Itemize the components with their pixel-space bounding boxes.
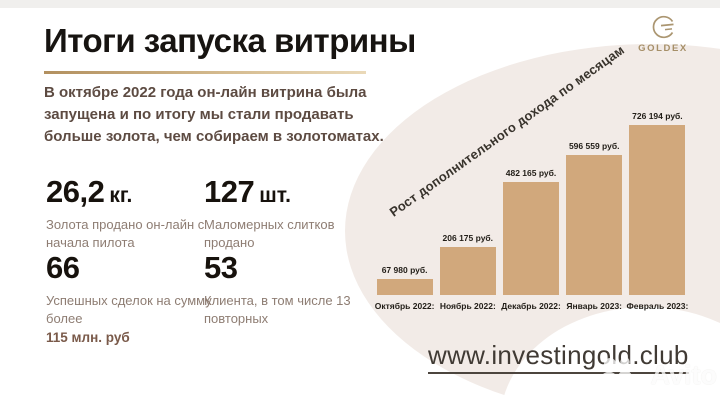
bar-column: 596 559 руб. — [563, 125, 626, 295]
category-label: Декабрь 2022: — [501, 301, 561, 311]
avito-watermark: Avito — [597, 354, 718, 397]
website-link[interactable]: www.investingold.club — [428, 340, 689, 374]
category-label: Январь 2023: — [566, 301, 623, 311]
stat-label: Маломерных слитков продано — [204, 217, 335, 250]
bar-column: 726 194 руб. — [626, 111, 689, 295]
goldex-logo-icon — [628, 12, 698, 42]
stat-bars-sold: 127 шт. Маломерных слитков продано — [204, 174, 380, 252]
gold-divider — [44, 71, 366, 74]
bar: 206 175 руб. — [439, 233, 496, 295]
bar-value-label: 67 980 руб. — [381, 265, 428, 275]
stat-number: 66 — [46, 250, 80, 285]
stat-label: Золота продано он-лайн с начала пилота — [46, 217, 205, 250]
watermark-text: Avito — [650, 360, 718, 390]
category-axis: Октябрь 2022: Ноябрь 2022: Декабрь 2022: Ян… — [373, 301, 689, 311]
bar-value-label: 482 165 руб. — [505, 168, 557, 178]
stat-clients: 53 Клиента, в том числе 13 повторных — [204, 250, 380, 328]
stat-label-bold: 115 млн. руб — [46, 329, 130, 345]
category-label: Октябрь 2022: — [374, 301, 435, 311]
avito-logo-icon — [597, 354, 649, 397]
stat-gold-sold: 26,2 кг. Золота продано он-лайн с начала … — [46, 174, 208, 252]
bar-value-label: 596 559 руб. — [568, 141, 620, 151]
bar-column: 482 165 руб. — [499, 125, 562, 295]
category-label: Февраль 2023: — [626, 301, 689, 311]
bar: 67 980 руб. — [376, 265, 433, 295]
stat-number: 53 — [204, 250, 238, 285]
stat-label: Успешных сделок на сумму более — [46, 293, 212, 326]
bar-column: 67 980 руб. — [373, 125, 436, 295]
bar: 596 559 руб. — [566, 141, 623, 295]
stat-deals: 66 Успешных сделок на сумму более 115 мл… — [46, 250, 216, 348]
brand-wordmark: GOLDEX — [638, 43, 688, 54]
bar: 482 165 руб. — [503, 168, 559, 295]
bar-group: 67 980 руб. 206 175 руб. 482 165 руб. 596 5… — [373, 111, 689, 295]
bar: 726 194 руб. — [629, 111, 686, 295]
bar-column: 206 175 руб. — [436, 125, 499, 295]
bar-value-label: 726 194 руб. — [632, 111, 683, 121]
page-title: Итоги запуска витрины — [44, 22, 416, 59]
category-label: Ноябрь 2022: — [439, 301, 496, 311]
top-border-band — [0, 0, 720, 8]
stat-label: Клиента, в том числе 13 повторных — [204, 293, 351, 326]
stat-number: 127 шт. — [204, 174, 292, 209]
intro-paragraph: В октябре 2022 года он-лайн витрина была… — [44, 84, 384, 146]
stat-number: 26,2 кг. — [46, 174, 133, 209]
brand-logo: GOLDEX — [628, 12, 698, 54]
bar-value-label: 206 175 руб. — [442, 233, 494, 243]
